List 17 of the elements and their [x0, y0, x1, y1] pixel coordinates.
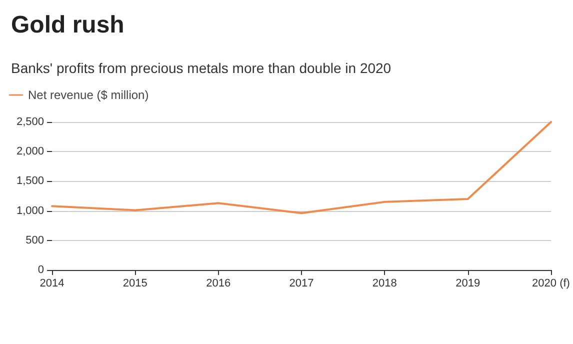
- x-tick-label: 2016: [206, 278, 231, 290]
- y-tick-label: 0: [38, 264, 44, 276]
- chart-title: Gold rush: [11, 12, 124, 38]
- legend-label: Net revenue ($ million): [28, 88, 149, 102]
- y-tick-label: 1,000: [16, 204, 44, 217]
- x-tick-label: 2017: [289, 278, 314, 290]
- x-tick-label: 2015: [122, 278, 148, 290]
- x-tick-label: 2014: [40, 278, 64, 290]
- line-series: [51, 121, 552, 214]
- x-tick-label: 2020 (f): [532, 278, 570, 290]
- y-tick-label: 2,500: [16, 116, 44, 128]
- y-tick-label: 1,500: [16, 175, 44, 188]
- chart-subtitle: Banks' profits from precious metals more than double in 2020: [11, 60, 392, 76]
- x-tick-label: 2019: [456, 278, 480, 290]
- y-tick-label: 2,000: [16, 146, 44, 158]
- x-tick-label: 2018: [372, 278, 397, 290]
- y-tick-label: 500: [26, 234, 44, 246]
